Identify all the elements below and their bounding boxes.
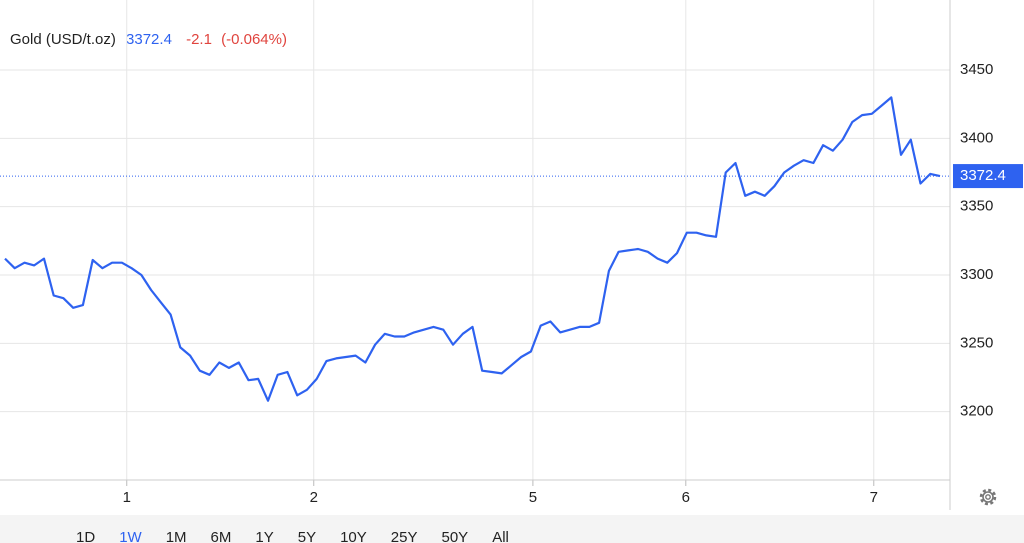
last-price-box [953,164,1023,189]
chart-title: Gold (USD/t.oz) [10,31,116,48]
price-line [4,96,941,402]
price: 3372.4 [126,31,172,48]
range-button[interactable]: 50Y [442,529,469,543]
y-tick-label: 3200 [960,403,993,420]
range-bar [0,515,1024,543]
x-tick-label: 5 [529,489,537,506]
change: -2.1 [186,31,212,48]
x-tick-label: 6 [682,489,690,506]
y-tick-label: 3350 [960,198,993,215]
range-button[interactable]: 1D [76,529,95,543]
x-tick-label: 2 [310,489,318,506]
range-button[interactable]: 1W [119,529,142,543]
y-tick-label: 3400 [960,129,993,146]
range-button[interactable]: 5Y [298,529,316,543]
settings-icon[interactable] [979,488,997,506]
x-tick-label: 7 [870,489,878,506]
range-button[interactable]: 25Y [391,529,418,543]
range-button[interactable]: 10Y [340,529,367,543]
y-tick-label: 3300 [960,266,993,283]
chart-header: Gold (USD/t.oz) 3372.4 -2.1 (-0.064%) [10,31,287,48]
x-tick-label: 1 [123,489,131,506]
range-button[interactable]: 1M [166,529,187,543]
y-tick-label: 3450 [960,61,993,78]
range-button[interactable]: 1Y [255,529,273,543]
y-tick-label: 3250 [960,334,993,351]
range-button[interactable]: All [492,529,509,543]
change-percent: (-0.064%) [221,31,287,48]
last-price-label: 3372.4 [960,167,1006,184]
range-button[interactable]: 6M [211,529,232,543]
